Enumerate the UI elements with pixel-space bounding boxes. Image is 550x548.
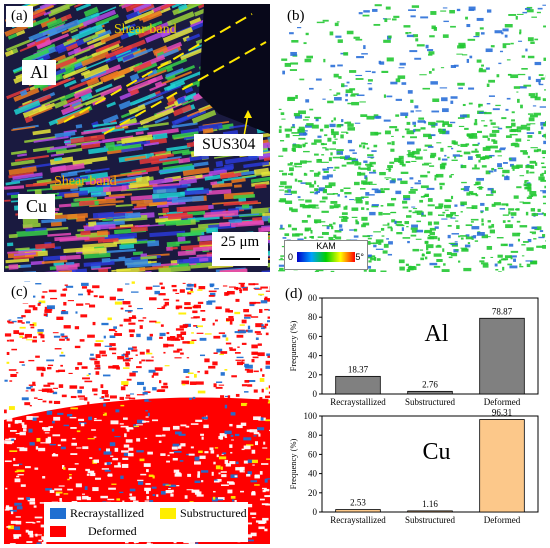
shear-band-label-top: Shear band	[114, 22, 177, 37]
bar-substructured	[407, 510, 453, 513]
scale-bar: 25 μm	[212, 232, 268, 266]
y-tick-label: 80	[308, 312, 318, 322]
kam-map-panel: (b) KAM 0 5°	[278, 4, 546, 272]
bar-value-label: 18.37	[348, 364, 369, 374]
y-tick-label: 80	[308, 430, 318, 440]
legend-text-substructured: Substructured	[180, 506, 247, 520]
scale-bar-label: 25 μm	[220, 234, 260, 250]
chart-title: Cu	[422, 439, 450, 465]
y-tick-label: 40	[308, 469, 318, 479]
panel-label-b: (b)	[282, 6, 310, 27]
legend-item-recrystallized: Recraystallized	[50, 506, 144, 521]
ipf-map-image	[4, 4, 270, 272]
bar-value-label: 1.16	[422, 499, 438, 509]
cu-region-label: Cu	[18, 194, 56, 219]
sus304-arrow-head	[244, 110, 252, 118]
sus304-label: SUS304	[194, 134, 264, 156]
bar-value-label: 96.31	[492, 408, 512, 418]
grain-classification-map-panel: (c) Recraystallized Substructured Deform…	[4, 280, 270, 544]
kam-color-legend: KAM 0 5°	[284, 240, 368, 270]
ebsd-ipf-map-panel: (a) Shear band Shear band Al Cu SUS304 2…	[4, 4, 270, 272]
x-tick-label: Recraystallized	[330, 515, 386, 525]
y-tick-label: 60	[308, 449, 318, 459]
panel-label-a: (a)	[6, 6, 33, 27]
panel-label-d: (d)	[280, 284, 308, 305]
classification-legend: Recraystallized Substructured Deformed	[44, 502, 248, 542]
legend-text-deformed: Deformed	[88, 524, 137, 538]
kam-speckle-texture	[278, 4, 546, 272]
kam-legend-min: 0	[288, 252, 294, 262]
bar-chart-al: 0 20 40 60 80 100 Frequency (%) 18.37 Recraystal…	[288, 293, 539, 407]
sus304-region	[199, 4, 270, 134]
x-tick-label: Substructured	[405, 397, 455, 407]
y-tick-label: 0	[313, 389, 318, 399]
kam-gradient-bar	[297, 252, 355, 262]
shear-band-label-mid: Shear band	[54, 174, 117, 189]
y-tick-label: 40	[308, 351, 318, 361]
bar-recraystallized	[335, 375, 381, 395]
legend-swatch-blue	[50, 508, 66, 519]
y-tick-label: 100	[304, 293, 318, 303]
legend-swatch-red	[50, 526, 66, 537]
bar-recraystallized	[335, 509, 381, 513]
y-axis-label: Frequency (%)	[288, 438, 298, 489]
bar-substructured	[407, 390, 453, 395]
frequency-bar-charts-panel: 0 20 40 60 80 100 Frequency (%) 18.37 Recraystal…	[278, 280, 546, 544]
y-tick-label: 60	[308, 331, 318, 341]
legend-text-recrystallized: Recraystallized	[70, 506, 144, 520]
chart-title: Al	[424, 321, 448, 347]
legend-swatch-yellow	[160, 508, 176, 519]
bar-deformed	[479, 419, 525, 513]
scale-bar-line	[220, 258, 260, 260]
shear-band-dash-1	[63, 13, 253, 123]
kam-legend-title: KAM	[316, 241, 336, 251]
bar-chart-cu: 0 20 40 60 80 100 Frequency (%) 2.53 Recraystall…	[288, 408, 539, 525]
legend-item-deformed: Deformed	[50, 524, 137, 539]
y-tick-label: 0	[313, 507, 318, 517]
x-tick-label: Deformed	[484, 515, 521, 525]
bar-value-label: 2.76	[422, 379, 438, 389]
x-tick-label: Deformed	[484, 397, 521, 407]
al-region-label: Al	[22, 60, 56, 85]
shear-band-dash-2	[103, 41, 267, 135]
y-tick-label: 20	[308, 488, 318, 498]
kam-legend-max: 5°	[355, 252, 364, 262]
x-tick-label: Recraystallized	[330, 397, 386, 407]
y-axis-label: Frequency (%)	[288, 320, 298, 371]
x-tick-label: Substructured	[405, 515, 455, 525]
bar-value-label: 2.53	[350, 498, 366, 508]
panel-label-c: (c)	[6, 282, 33, 303]
bar-deformed	[479, 317, 525, 395]
legend-item-substructured: Substructured	[160, 506, 247, 521]
y-tick-label: 20	[308, 370, 318, 380]
bar-charts: 0 20 40 60 80 100 Frequency (%) 18.37 Recraystal…	[288, 293, 539, 525]
kam-map-image	[278, 4, 546, 272]
bar-value-label: 78.87	[492, 306, 513, 316]
y-tick-label: 100	[304, 411, 318, 421]
